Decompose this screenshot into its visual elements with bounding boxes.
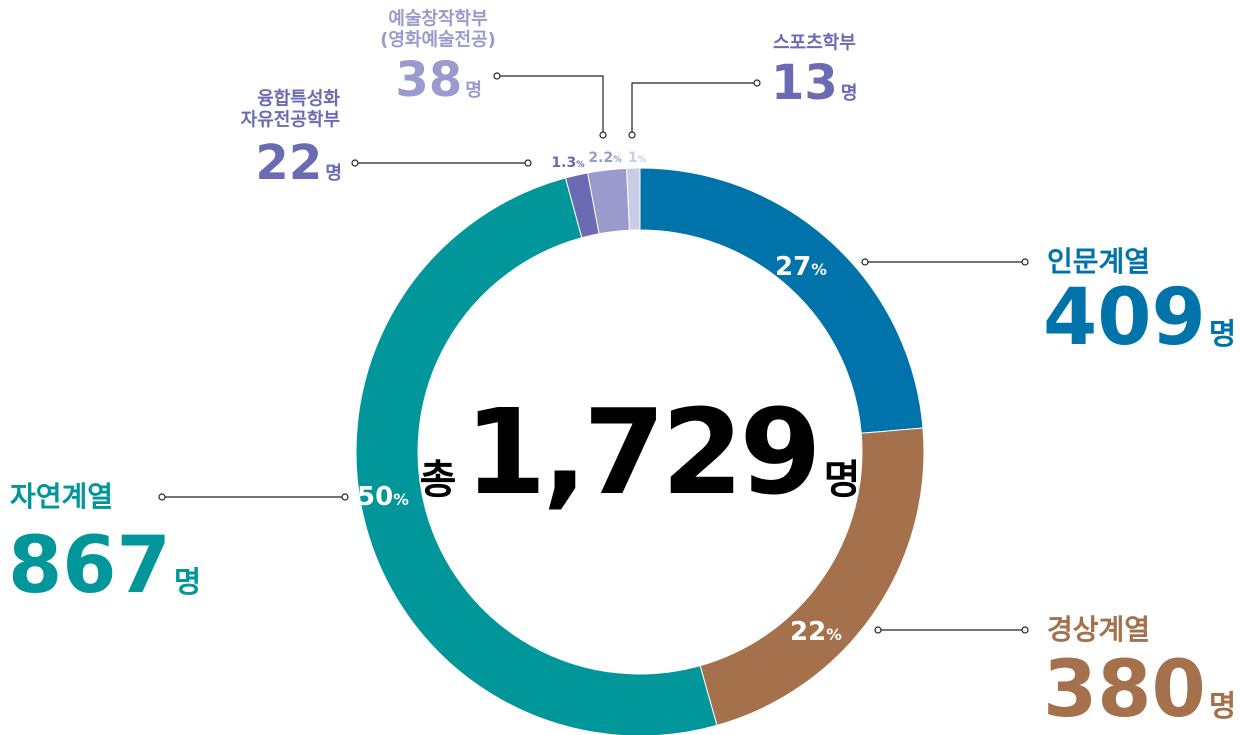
percent-label: 27% (775, 252, 827, 282)
percent-unit: % (826, 626, 842, 644)
category-label: 스포츠학부 (773, 32, 856, 54)
category-label: 인문계열 (1047, 244, 1151, 278)
percent-number: 1.3 (551, 155, 577, 171)
leader-dot (158, 493, 166, 501)
percent-unit: % (576, 159, 585, 169)
percent-number: 50 (357, 482, 394, 512)
percent-label: 1.3% (551, 155, 584, 171)
leader-dot (599, 131, 607, 139)
leader-dot (1021, 626, 1029, 634)
category-label: 융합특성화 자유전공학부 (240, 88, 340, 130)
leader-dot (874, 626, 882, 634)
percent-unit: % (613, 154, 622, 164)
percent-label: 22% (790, 617, 842, 647)
value-unit: 명 (325, 163, 342, 184)
percent-unit: % (393, 491, 409, 509)
donut-segment (626, 167, 641, 231)
percent-unit: % (811, 261, 827, 279)
total-unit: 명 (823, 457, 861, 503)
leader-dot (861, 258, 869, 266)
category-label: 자연계열 (10, 479, 114, 513)
value-label: 409 명 (1043, 273, 1236, 363)
value-unit: 명 (840, 83, 858, 104)
leader-dot (493, 72, 501, 80)
percent-label: 2.2% (588, 150, 621, 166)
percent-unit: % (637, 154, 647, 164)
leader-dot (341, 493, 349, 501)
leader-line (631, 82, 757, 135)
donut-segment (355, 177, 718, 735)
total-label: 총 1,729 명 (420, 383, 861, 521)
value-number: 38 (395, 52, 463, 108)
leader-dot (753, 79, 761, 87)
value-label: 867 명 (8, 521, 201, 611)
value-number: 867 (8, 521, 171, 611)
leader-line (497, 75, 604, 135)
value-number: 409 (1043, 273, 1206, 363)
percent-label: 1% (628, 150, 646, 166)
value-label: 380 명 (1043, 645, 1236, 735)
percent-number: 22 (790, 617, 827, 647)
percent-number: 1 (627, 150, 638, 166)
leader-dot (1021, 258, 1029, 266)
leader-dot (524, 159, 532, 167)
value-unit: 명 (1208, 688, 1237, 723)
value-label: 13 명 (771, 55, 858, 111)
value-unit: 명 (465, 80, 482, 101)
percent-label: 50% (357, 482, 409, 512)
leader-dot (351, 159, 359, 167)
value-number: 22 (255, 135, 323, 191)
value-number: 380 (1043, 645, 1206, 735)
value-number: 13 (771, 55, 838, 111)
value-unit: 명 (1208, 316, 1237, 351)
value-label: 22 명 (255, 135, 342, 191)
category-label: 경상계열 (1047, 612, 1151, 646)
value-label: 38 명 (395, 52, 482, 108)
total-prefix: 총 (419, 457, 457, 503)
percent-number: 2.2 (588, 150, 614, 166)
leader-dot (628, 131, 636, 139)
category-label: 예술창작학부 (영화예술전공) (380, 8, 496, 50)
value-unit: 명 (173, 564, 202, 599)
percent-number: 27 (775, 252, 812, 282)
total-number: 1,729 (464, 383, 821, 521)
